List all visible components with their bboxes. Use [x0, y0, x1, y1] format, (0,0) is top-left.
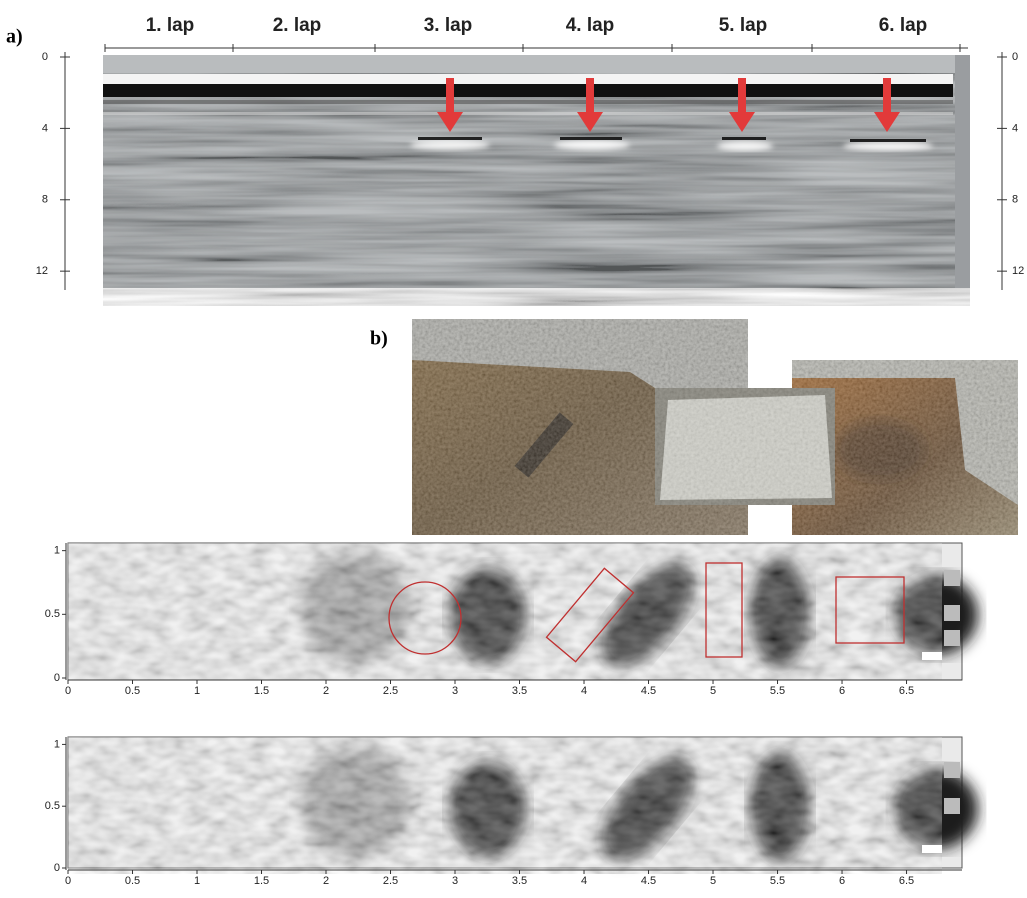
x-tick-label: 6 — [839, 875, 845, 887]
x-tick-label: 4.5 — [641, 685, 656, 697]
x-tick-label: 0 — [65, 685, 71, 697]
panel-label: a) — [6, 26, 23, 48]
x-tick-label: 1.5 — [254, 875, 269, 887]
x-tick-label: 5 — [710, 685, 716, 697]
x-tick-label: 1 — [194, 685, 200, 697]
lap-label: 2. lap — [273, 15, 322, 36]
x-tick-label: 2.5 — [383, 685, 398, 697]
depth-map — [67, 736, 978, 876]
x-tick-label: 1.5 — [254, 685, 269, 697]
lap-label: 6. lap — [879, 15, 928, 36]
y-tick-label: 0 — [54, 672, 60, 684]
x-tick-label: 4.5 — [641, 875, 656, 887]
y-tick-label: 1 — [54, 545, 60, 557]
y-tick-label: 8 — [42, 194, 48, 206]
x-tick-label: 4 — [581, 875, 587, 887]
x-tick-label: 2 — [323, 685, 329, 697]
lap-label: 1. lap — [146, 15, 195, 36]
lap-label: 4. lap — [566, 15, 615, 36]
y-tick-label: 0 — [42, 51, 48, 63]
x-tick-label: 2 — [323, 875, 329, 887]
y-tick-label: 0.5 — [45, 800, 60, 812]
y-tick-label: 4 — [42, 122, 48, 134]
arrows — [437, 78, 900, 132]
photo-slab — [655, 388, 835, 505]
x-tick-label: 5.5 — [770, 875, 785, 887]
x-tick-label: 3.5 — [512, 685, 527, 697]
x-tick-label: 0 — [65, 875, 71, 887]
x-tick-label: 4 — [581, 685, 587, 697]
y-tick-label: 12 — [36, 265, 48, 277]
lap-label: 3. lap — [424, 15, 473, 36]
x-tick-label: 5 — [710, 875, 716, 887]
x-tick-label: 0.5 — [125, 875, 140, 887]
lap-dividers — [104, 44, 961, 52]
x-tick-label: 2.5 — [383, 875, 398, 887]
x-tick-label: 5.5 — [770, 685, 785, 697]
y-tick-label: 0 — [54, 862, 60, 874]
y-tick-label: 8 — [1012, 194, 1018, 206]
x-tick-label: 3 — [452, 685, 458, 697]
lap-label: 5. lap — [719, 15, 768, 36]
y-tick-label: 0 — [1012, 51, 1018, 63]
depth-map — [67, 542, 978, 682]
x-tick-label: 3.5 — [512, 875, 527, 887]
x-tick-label: 6.5 — [899, 685, 914, 697]
radargram — [103, 55, 970, 306]
x-tick-label: 3 — [452, 875, 458, 887]
photo-gap — [748, 505, 792, 536]
y-tick-label: 12 — [1012, 265, 1024, 277]
x-tick-label: 0.5 — [125, 685, 140, 697]
panel-label: b) — [370, 328, 388, 350]
y-tick-label: 4 — [1012, 122, 1018, 134]
x-tick-label: 6 — [839, 685, 845, 697]
y-tick-label: 0.5 — [45, 608, 60, 620]
y-tick-label: 1 — [54, 738, 60, 750]
x-tick-label: 1 — [194, 875, 200, 887]
x-tick-label: 6.5 — [899, 875, 914, 887]
